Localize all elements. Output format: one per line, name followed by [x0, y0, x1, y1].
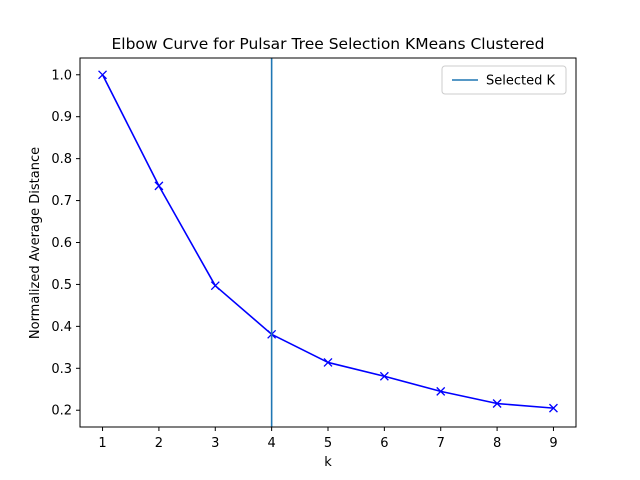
data-point-k-9	[548, 403, 558, 413]
x-tick-label-5: 5	[324, 436, 332, 451]
y-tick-label-0: 0.2	[51, 404, 72, 419]
data-point-k-7	[436, 386, 446, 396]
y-axis-label: Normalized Average Distance	[28, 147, 43, 339]
legend-label-selected-k: Selected K	[486, 74, 555, 89]
data-point-k-3	[210, 281, 220, 291]
x-tick-label-8: 8	[493, 436, 501, 451]
x-axis-label: k	[324, 455, 332, 470]
data-point-k-5	[323, 357, 333, 367]
chart-title: Elbow Curve for Pulsar Tree Selection KM…	[111, 35, 544, 53]
x-tick-label-1: 1	[98, 436, 106, 451]
x-tick-label-7: 7	[437, 436, 445, 451]
x-tick-label-4: 4	[267, 436, 275, 451]
data-point-k-1	[98, 70, 108, 80]
x-tick-label-9: 9	[549, 436, 557, 451]
plot-area: 1 2 3 4 5 6 7 8 9 0.2 0.3 0.4 0.5 0.6 0.7 0.8 0.9 1.0 Sele…	[51, 57, 577, 451]
data-point-k-8	[492, 399, 502, 408]
y-tick-label-7: 0.9	[51, 110, 72, 125]
y-tick-label-1: 0.3	[51, 362, 72, 377]
x-tick-label-2: 2	[155, 436, 163, 451]
y-tick-label-5: 0.7	[51, 194, 72, 209]
y-tick-label-8: 1.0	[51, 68, 72, 83]
x-tick-label-3: 3	[211, 436, 219, 451]
data-point-k-6	[379, 371, 389, 381]
legend-box	[441, 65, 567, 95]
y-tick-label-6: 0.8	[51, 152, 72, 167]
x-tick-label-6: 6	[380, 436, 388, 451]
y-tick-label-3: 0.5	[51, 278, 72, 293]
data-point-k-2	[154, 181, 164, 191]
y-tick-label-4: 0.6	[51, 236, 72, 251]
y-tick-label-2: 0.4	[51, 320, 72, 335]
